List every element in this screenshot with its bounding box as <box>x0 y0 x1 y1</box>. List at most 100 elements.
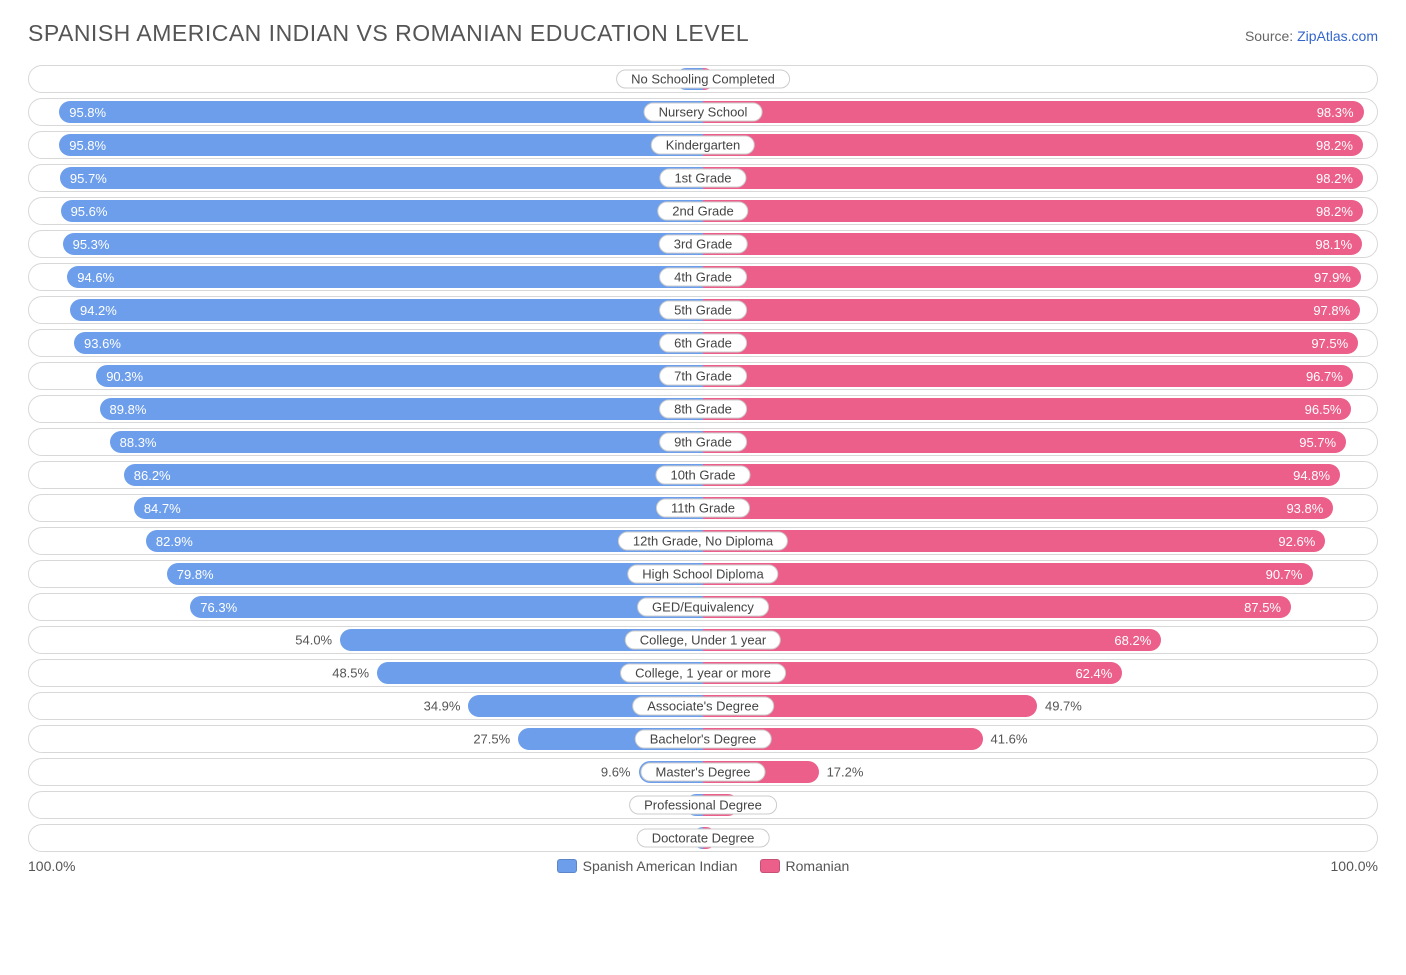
bar-right: 98.3% <box>703 101 1364 123</box>
bar-right-value: 94.8% <box>1293 468 1330 483</box>
bar-left: 95.7% <box>60 167 703 189</box>
category-label: 11th Grade <box>656 499 750 518</box>
bar-left-value: 94.2% <box>80 303 117 318</box>
category-label: 3rd Grade <box>659 235 748 254</box>
bar-left-value: 82.9% <box>156 534 193 549</box>
bar-right: 97.8% <box>703 299 1360 321</box>
bar-right-value: 97.5% <box>1311 336 1348 351</box>
bar-left-value: 27.5% <box>473 732 510 747</box>
bar-left-value: 95.6% <box>71 204 108 219</box>
category-label: Master's Degree <box>641 763 766 782</box>
bar-right-value: 68.2% <box>1114 633 1151 648</box>
bar-left-value: 48.5% <box>332 666 369 681</box>
bar-right-value: 97.8% <box>1313 303 1350 318</box>
bar-right: 98.2% <box>703 134 1363 156</box>
legend-label-right: Romanian <box>786 858 850 874</box>
chart-row: 95.6%98.2%2nd Grade <box>28 197 1378 225</box>
bar-right-value: 96.5% <box>1305 402 1342 417</box>
bar-left: 95.8% <box>59 134 703 156</box>
category-label: 5th Grade <box>659 301 747 320</box>
chart-title: SPANISH AMERICAN INDIAN VS ROMANIAN EDUC… <box>28 20 749 47</box>
bar-left-value: 90.3% <box>106 369 143 384</box>
bar-right-value: 49.7% <box>1045 699 1082 714</box>
bar-right: 96.5% <box>703 398 1351 420</box>
bar-left: 95.6% <box>61 200 703 222</box>
category-label: 9th Grade <box>659 433 747 452</box>
bar-right-value: 92.6% <box>1278 534 1315 549</box>
chart-header: SPANISH AMERICAN INDIAN VS ROMANIAN EDUC… <box>28 20 1378 47</box>
legend-item-left: Spanish American Indian <box>557 858 738 874</box>
chart-row: 76.3%87.5%GED/Equivalency <box>28 593 1378 621</box>
chart-row: 90.3% 96.7% 7th Grade <box>28 362 1378 390</box>
bar-right-value: 93.8% <box>1286 501 1323 516</box>
source-link[interactable]: ZipAtlas.com <box>1297 28 1378 44</box>
chart-row: 27.5%41.6%Bachelor's Degree <box>28 725 1378 753</box>
bar-left: 94.2% <box>70 299 703 321</box>
chart-row: 79.8% 90.7% High School Diploma <box>28 560 1378 588</box>
category-label: No Schooling Completed <box>616 70 790 89</box>
bar-right: 93.8% <box>703 497 1333 519</box>
bar-right: 95.7% <box>703 431 1346 453</box>
bar-right-value: 98.3% <box>1317 105 1354 120</box>
bar-right-value: 17.2% <box>827 765 864 780</box>
bar-left-value: 95.7% <box>70 171 107 186</box>
category-label: Doctorate Degree <box>637 829 770 848</box>
bar-right: 94.8% <box>703 464 1340 486</box>
bar-left-value: 84.7% <box>144 501 181 516</box>
category-label: 7th Grade <box>659 367 747 386</box>
category-label: High School Diploma <box>627 565 778 584</box>
bar-right: 87.5% <box>703 596 1291 618</box>
chart-row: 94.2% 97.8% 5th Grade <box>28 296 1378 324</box>
chart-row: 84.7% 93.8% 11th Grade <box>28 494 1378 522</box>
bar-left-value: 54.0% <box>295 633 332 648</box>
chart-row: 89.8%96.5%8th Grade <box>28 395 1378 423</box>
chart-row: 2.7%5.3%Professional Degree <box>28 791 1378 819</box>
bar-right-value: 87.5% <box>1244 600 1281 615</box>
bar-right: 97.5% <box>703 332 1358 354</box>
bar-right: 98.2% <box>703 167 1363 189</box>
bar-right-value: 96.7% <box>1306 369 1343 384</box>
chart-row: 95.8%98.3%Nursery School <box>28 98 1378 126</box>
chart-row: 34.9%49.7%Associate's Degree <box>28 692 1378 720</box>
bar-left-value: 94.6% <box>77 270 114 285</box>
chart-row: 88.3% 95.7% 9th Grade <box>28 428 1378 456</box>
chart-source: Source: ZipAtlas.com <box>1245 28 1378 44</box>
bar-right-value: 98.2% <box>1316 171 1353 186</box>
category-label: 6th Grade <box>659 334 747 353</box>
bar-left: 89.8% <box>100 398 703 420</box>
diverging-bar-chart: 4.2%1.8%No Schooling Completed95.8%98.3%… <box>28 65 1378 852</box>
bar-left: 88.3% <box>110 431 703 453</box>
chart-row: 86.2% 94.8% 10th Grade <box>28 461 1378 489</box>
category-label: College, Under 1 year <box>625 631 781 650</box>
category-label: Professional Degree <box>629 796 777 815</box>
bar-left: 90.3% <box>96 365 703 387</box>
bar-right-value: 98.1% <box>1315 237 1352 252</box>
bar-left-value: 9.6% <box>601 765 631 780</box>
bar-right: 90.7% <box>703 563 1313 585</box>
chart-row: 9.6% 17.2% Master's Degree <box>28 758 1378 786</box>
category-label: GED/Equivalency <box>637 598 769 617</box>
bar-right: 97.9% <box>703 266 1361 288</box>
chart-row: 82.9% 92.6% 12th Grade, No Diploma <box>28 527 1378 555</box>
bar-right: 92.6% <box>703 530 1325 552</box>
bar-left: 79.8% <box>167 563 703 585</box>
category-label: 10th Grade <box>655 466 750 485</box>
bar-right-value: 90.7% <box>1266 567 1303 582</box>
bar-right-value: 98.2% <box>1316 138 1353 153</box>
bar-left-value: 95.8% <box>69 105 106 120</box>
category-label: 12th Grade, No Diploma <box>618 532 788 551</box>
bar-right-value: 95.7% <box>1299 435 1336 450</box>
bar-left-value: 34.9% <box>424 699 461 714</box>
bar-left-value: 95.8% <box>69 138 106 153</box>
source-prefix: Source: <box>1245 28 1297 44</box>
bar-left-value: 79.8% <box>177 567 214 582</box>
category-label: 4th Grade <box>659 268 747 287</box>
chart-row: 54.0% 68.2% College, Under 1 year <box>28 626 1378 654</box>
category-label: College, 1 year or more <box>620 664 786 683</box>
category-label: Kindergarten <box>651 136 755 155</box>
bar-left-value: 93.6% <box>84 336 121 351</box>
bar-left: 86.2% <box>124 464 703 486</box>
bar-left: 93.6% <box>74 332 703 354</box>
axis-left-max: 100.0% <box>28 858 75 874</box>
axis-right-max: 100.0% <box>1331 858 1378 874</box>
